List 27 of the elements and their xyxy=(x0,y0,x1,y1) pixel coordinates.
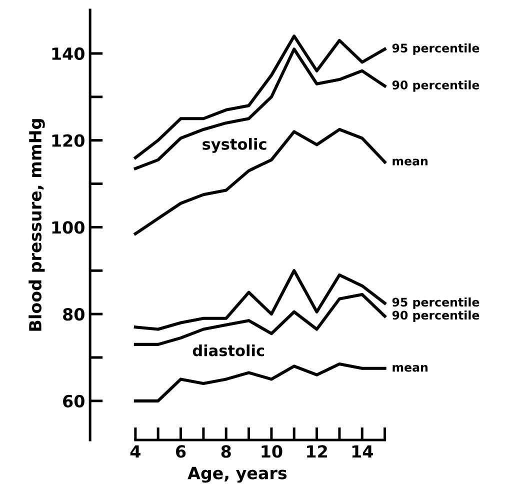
x-axis-title: Age, years xyxy=(188,466,287,483)
series-label: 90 percentile xyxy=(392,80,480,92)
x-tick-label: 10 xyxy=(262,445,282,458)
line-series xyxy=(134,292,386,346)
x-tick-label: 14 xyxy=(352,445,373,458)
line-series xyxy=(134,48,386,170)
line-series xyxy=(134,362,386,402)
series-label: 90 percentile xyxy=(392,310,480,322)
x-tick-label: 8 xyxy=(221,445,231,458)
line-series xyxy=(134,128,386,236)
x-tick-label: 4 xyxy=(130,445,140,458)
y-tick-label: 100 xyxy=(52,221,84,234)
y-tick-label: 120 xyxy=(52,134,84,147)
y-tick-label: 60 xyxy=(63,394,84,408)
y-tick-label: 80 xyxy=(63,308,84,321)
y-tick-label: 140 xyxy=(52,47,84,60)
line-series xyxy=(134,34,386,160)
series-label: 95 percentile xyxy=(392,43,480,55)
y-axis-title: Blood pressure, mmHg xyxy=(28,119,45,331)
series-label: mean xyxy=(392,158,428,166)
x-tick-label: 12 xyxy=(307,445,327,458)
annotation: systolic xyxy=(202,138,266,153)
series-label: 95 percentile xyxy=(392,297,480,309)
x-tick-label: 6 xyxy=(176,445,186,458)
line-series xyxy=(134,269,386,331)
annotation: diastolic xyxy=(192,344,264,356)
series-label: mean xyxy=(392,364,428,372)
